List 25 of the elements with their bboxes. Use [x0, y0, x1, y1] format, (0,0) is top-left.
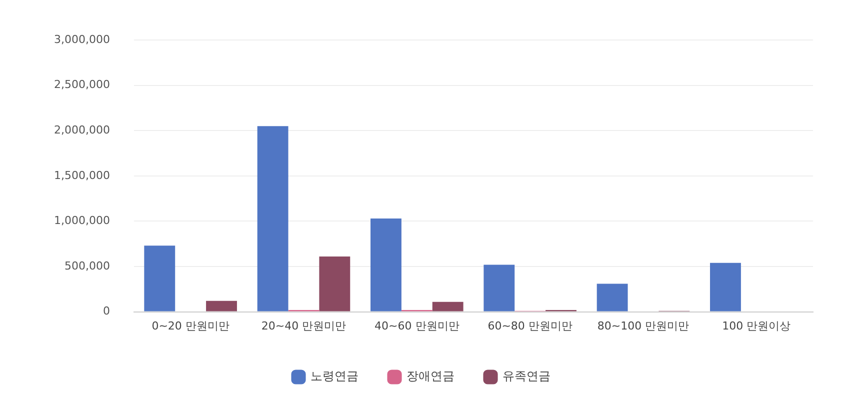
bar	[257, 126, 288, 312]
bar	[144, 246, 176, 312]
legend-label: 장애연금	[406, 369, 454, 384]
x-tick-label: 20~40 만원미만	[261, 319, 346, 332]
x-tick-label: 40~60 만원미만	[374, 319, 460, 332]
bar	[370, 218, 402, 312]
y-tick-label: 1,000,000	[54, 214, 110, 228]
bar	[710, 262, 741, 312]
y-tick-label: 0	[102, 304, 110, 318]
legend-label: 유족연금	[502, 369, 550, 384]
bar	[319, 256, 350, 312]
x-tick-label: 0~20 만원미만	[152, 319, 230, 332]
y-tick-label: 3,000,000	[54, 32, 110, 46]
y-tick-label: 1,500,000	[54, 168, 110, 182]
bar	[432, 302, 464, 312]
x-tick-label: 60~80 만원미만	[488, 319, 572, 332]
legend-label: 노령연금	[310, 369, 358, 384]
x-tick-label: 80~100 만원미만	[597, 319, 690, 332]
bar	[596, 284, 628, 312]
y-tick-label: 2,000,000	[54, 123, 110, 136]
y-tick-label: 2,500,000	[54, 78, 110, 92]
y-tick-label: 500,000	[64, 259, 110, 272]
bar	[484, 264, 515, 312]
x-tick-label: 100 만원이상	[722, 319, 791, 332]
bar	[206, 300, 237, 312]
